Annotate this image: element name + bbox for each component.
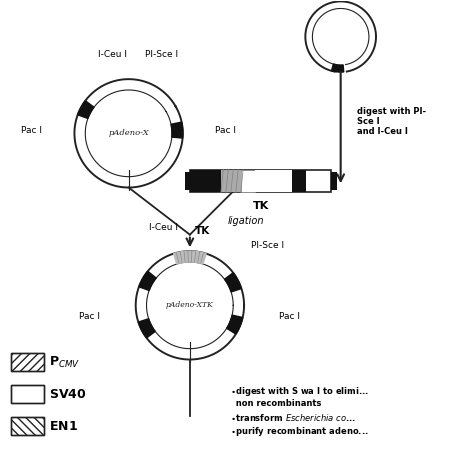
Text: pAdeno-X: pAdeno-X	[108, 129, 149, 137]
Text: $\bullet$digest with S wa I to elimi...: $\bullet$digest with S wa I to elimi...	[230, 385, 369, 399]
Polygon shape	[138, 319, 155, 338]
Bar	[11, 354, 44, 371]
Text: Pac I: Pac I	[215, 126, 237, 135]
Text: I-Ceu I: I-Ceu I	[98, 50, 127, 59]
Text: Pac I: Pac I	[279, 312, 301, 321]
Text: $\mathbf{EN1}$: $\mathbf{EN1}$	[49, 420, 78, 433]
Text: $\bullet$purify recombinant adeno...: $\bullet$purify recombinant adeno...	[230, 425, 369, 438]
Text: Pac I: Pac I	[21, 126, 42, 135]
Bar	[11, 385, 44, 403]
Bar	[11, 385, 44, 403]
Text: pAdeno-XTK: pAdeno-XTK	[166, 301, 214, 310]
Text: $\bullet$transform $\it{Escherichia\ co}$...: $\bullet$transform $\it{Escherichia\ co}…	[230, 412, 356, 423]
Bar	[221, 170, 241, 192]
Text: non recombinants: non recombinants	[230, 399, 321, 408]
Text: ligation: ligation	[228, 216, 264, 226]
Polygon shape	[171, 122, 183, 138]
Polygon shape	[139, 271, 156, 291]
Bar	[241, 170, 255, 192]
Polygon shape	[331, 64, 344, 72]
Bar	[11, 354, 44, 371]
Polygon shape	[227, 315, 243, 334]
Text: PI-Sce I: PI-Sce I	[251, 241, 284, 250]
Bar	[331, 172, 337, 190]
Bar	[185, 172, 191, 190]
Polygon shape	[225, 273, 241, 292]
Bar	[11, 418, 44, 436]
Text: digest with PI-
Sce I
and I-Ceu I: digest with PI- Sce I and I-Ceu I	[357, 107, 426, 137]
Text: $\mathbf{SV40}$: $\mathbf{SV40}$	[49, 388, 87, 401]
Text: TK: TK	[253, 201, 269, 211]
Text: PI-Sce I: PI-Sce I	[145, 50, 178, 59]
Text: $\mathbf{P}_{CMV}$: $\mathbf{P}_{CMV}$	[49, 355, 81, 370]
Polygon shape	[173, 251, 206, 264]
Text: Pac I: Pac I	[80, 312, 100, 321]
Bar	[190, 170, 221, 192]
Bar	[11, 418, 44, 436]
Polygon shape	[78, 100, 94, 118]
Text: TK: TK	[195, 226, 210, 236]
Bar	[292, 170, 306, 192]
Bar	[255, 170, 292, 192]
Bar	[190, 170, 331, 192]
Text: I-Ceu I: I-Ceu I	[149, 223, 178, 232]
